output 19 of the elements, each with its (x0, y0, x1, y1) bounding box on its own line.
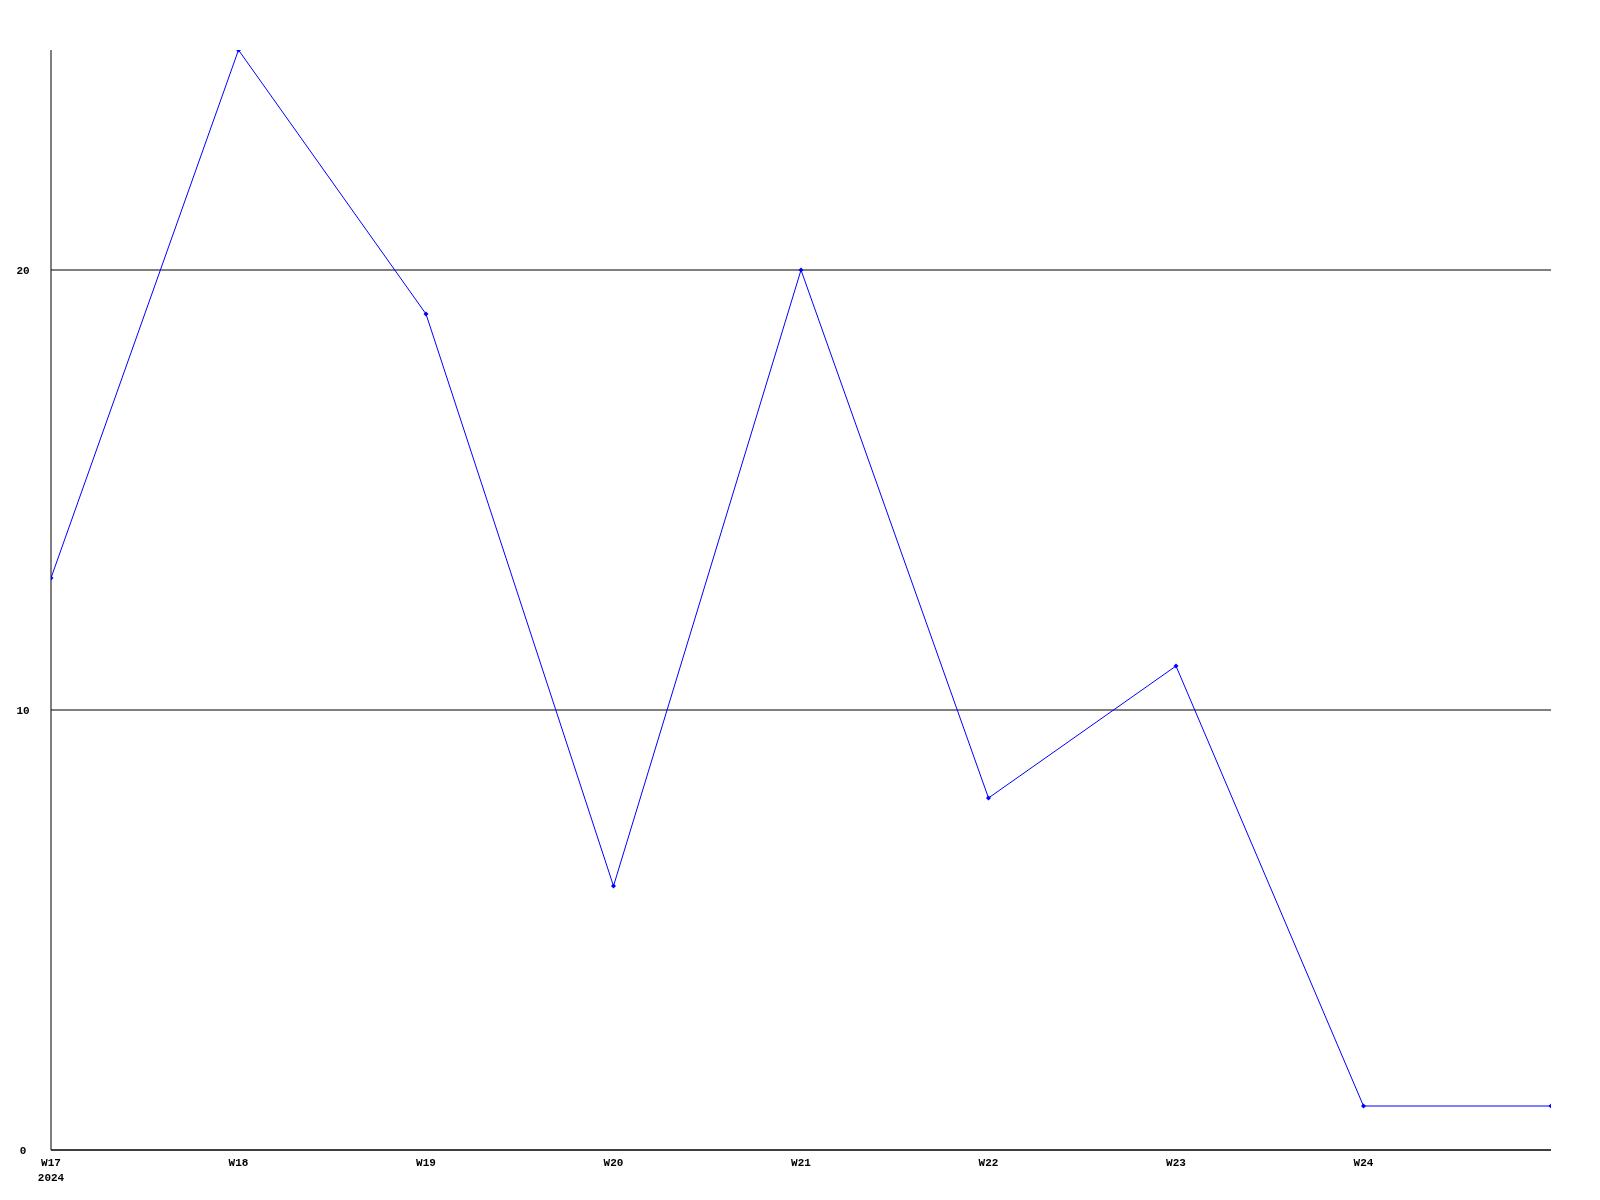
x-tick-label: W21 (791, 1157, 812, 1169)
x-tick-label: W23 (1166, 1157, 1187, 1169)
point (236, 50, 241, 53)
point (1361, 1103, 1366, 1109)
y-tick-label: 20 (16, 264, 30, 277)
x-tick-label: W24 (1353, 1157, 1374, 1169)
x-tick-label: W18 (228, 1157, 249, 1169)
y-tick-label: 10 (16, 704, 30, 717)
y-tick-label: 0 (19, 1144, 27, 1157)
x-tick-label: W19 (416, 1157, 436, 1169)
x-tick-label: W22 (978, 1157, 999, 1169)
point (423, 311, 429, 317)
point (1173, 663, 1179, 669)
point (986, 795, 991, 801)
line-series (51, 50, 1551, 1109)
point (798, 267, 804, 273)
x-tick-label: W20 (603, 1157, 624, 1169)
x-tick-label: W17 2024 (37, 1157, 65, 1184)
point (611, 883, 616, 889)
